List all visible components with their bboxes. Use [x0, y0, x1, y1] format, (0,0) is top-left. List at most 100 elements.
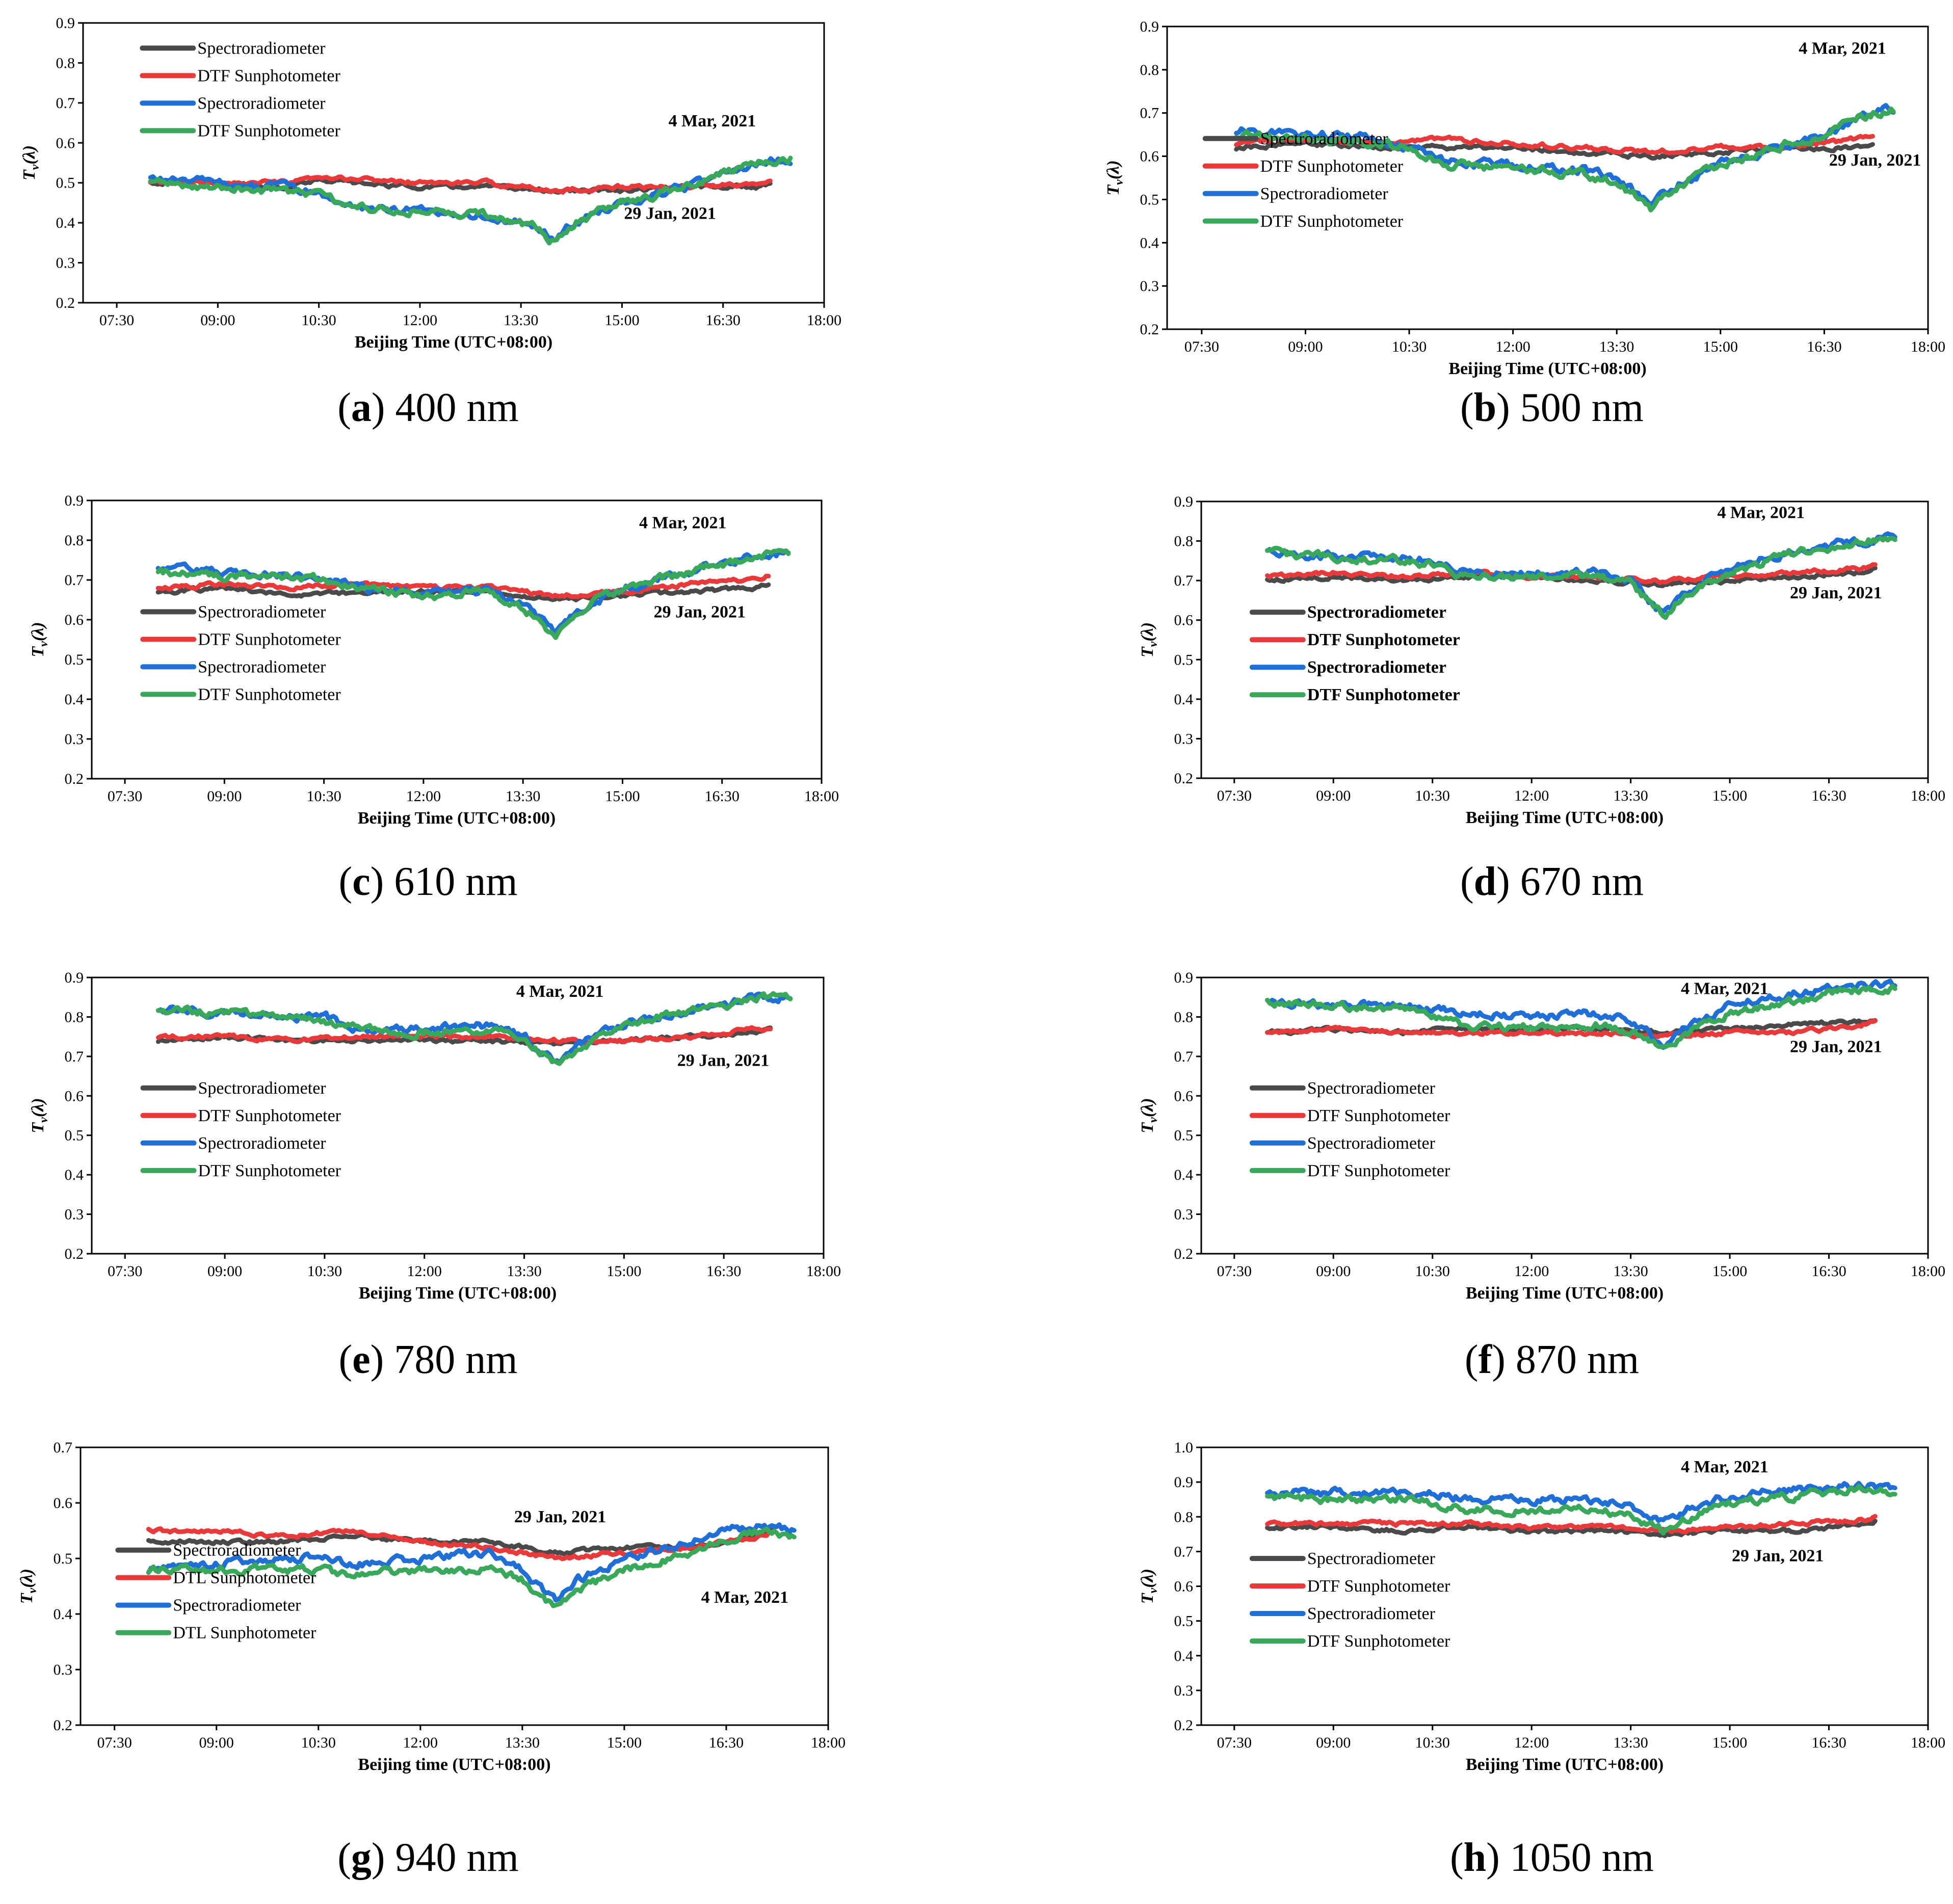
y-tick-label-g-4: 0.6 [54, 1495, 73, 1512]
y-tick-label-h-8: 1.0 [1174, 1439, 1194, 1456]
legend-label-h-1: Spectroradiometer [1307, 1549, 1436, 1568]
x-tick-label-c-2: 10:30 [306, 788, 341, 805]
series-line-h-1 [1265, 1519, 1878, 1539]
y-tick-label-c-0: 0.2 [65, 771, 84, 787]
y-tick-label-b-4: 0.6 [1140, 148, 1159, 165]
series-line-d-2 [1265, 562, 1878, 585]
legend-label-d-4: DTF Sunphotometer [1307, 685, 1460, 704]
x-tick-label-c-6: 16:30 [705, 788, 740, 805]
y-tick-label-d-0: 0.2 [1174, 770, 1194, 787]
plot-frame-f [1200, 976, 1929, 1255]
legend-label-c-3: Spectroradiometer [198, 657, 326, 676]
caption-paren-open: ( [1460, 385, 1474, 430]
y-axis-label-b: Tv(λ) [1104, 160, 1126, 195]
caption-paren-open: ( [1449, 1835, 1464, 1880]
legend-label-a-3: Spectroradiometer [197, 94, 326, 113]
y-tick-label-d-3: 0.5 [1174, 651, 1194, 668]
legend-label-h-4: DTF Sunphotometer [1307, 1632, 1450, 1651]
series-line-a-3 [148, 156, 793, 243]
chart-panel-c: 0.2 0.3 0.4 0.5 0.6 0.7 0.8 0.9 07:30 09:00 10:30 1… [29, 492, 839, 828]
x-tick-label-c-0: 07:30 [108, 788, 142, 805]
x-tick-label-g-2: 10:30 [301, 1734, 336, 1751]
x-axis-label-h: Beijing Time (UTC+08:00) [1466, 1755, 1664, 1774]
caption-letter: f [1478, 1337, 1492, 1382]
annotation-mar-b: 4 Mar, 2021 [1799, 39, 1886, 58]
series-line-b-4 [1234, 107, 1896, 213]
y-tick-label-f-6: 0.8 [1174, 1009, 1194, 1025]
x-tick-label-c-7: 18:00 [804, 788, 839, 805]
y-tick-label-b-2: 0.4 [1140, 234, 1159, 251]
y-tick-label-h-3: 0.5 [1174, 1613, 1194, 1630]
x-tick-label-b-5: 15:00 [1703, 338, 1738, 355]
y-tick-label-f-7: 0.9 [1174, 969, 1194, 986]
x-axis-label-g: Beijing time (UTC+08:00) [358, 1755, 550, 1774]
caption-wavelength: 1050 nm [1510, 1835, 1654, 1880]
caption-paren-close: ) [1496, 859, 1520, 904]
caption-wavelength: 670 nm [1520, 859, 1644, 904]
x-tick-label-b-1: 09:00 [1288, 338, 1323, 355]
caption-letter: c [352, 859, 371, 904]
y-tick-label-c-6: 0.8 [65, 532, 84, 549]
caption-paren-close: ) [1492, 1337, 1516, 1382]
caption-paren-open: ( [337, 1835, 351, 1880]
series-line-a-4 [148, 155, 793, 246]
series-line-f-4 [1265, 984, 1897, 1049]
annotation-mar-a: 4 Mar, 2021 [669, 112, 756, 130]
x-tick-label-c-5: 15:00 [605, 788, 640, 805]
annotation-jan-f: 29 Jan, 2021 [1790, 1037, 1882, 1056]
y-tick-label-b-3: 0.5 [1140, 191, 1159, 208]
legend-label-a-2: DTF Sunphotometer [197, 66, 340, 85]
caption-f: (f) 870 nm [1348, 1337, 1756, 1383]
caption-paren-close: ) [371, 1835, 395, 1880]
x-tick-label-a-6: 16:30 [706, 312, 741, 329]
x-tick-label-d-1: 09:00 [1316, 787, 1351, 804]
series-line-g-3 [146, 1522, 797, 1603]
x-tick-label-b-6: 16:30 [1807, 338, 1841, 355]
caption-h: (h) 1050 nm [1348, 1835, 1756, 1881]
x-tick-label-g-7: 18:00 [811, 1734, 846, 1751]
x-tick-label-h-6: 16:30 [1811, 1734, 1846, 1751]
x-tick-label-b-7: 18:00 [1911, 338, 1945, 355]
series-line-g-4 [146, 1526, 797, 1608]
y-tick-label-c-4: 0.6 [65, 612, 84, 628]
x-tick-label-g-1: 09:00 [199, 1734, 234, 1751]
x-tick-label-h-5: 15:00 [1712, 1734, 1747, 1751]
caption-paren-close: ) [371, 385, 395, 430]
x-tick-label-e-2: 10:30 [307, 1263, 342, 1280]
y-tick-label-h-5: 0.7 [1174, 1543, 1194, 1560]
y-tick-label-a-5: 0.7 [56, 95, 75, 112]
y-tick-label-f-2: 0.4 [1174, 1167, 1194, 1183]
x-tick-label-e-4: 13:30 [507, 1263, 541, 1280]
x-tick-label-f-7: 18:00 [1911, 1263, 1945, 1280]
legend-label-c-2: DTF Sunphotometer [198, 630, 341, 649]
x-tick-label-a-0: 07:30 [99, 312, 134, 329]
x-tick-label-a-7: 18:00 [807, 312, 841, 329]
y-tick-label-e-4: 0.6 [65, 1088, 84, 1104]
annotation-mar-c: 4 Mar, 2021 [639, 514, 727, 533]
y-tick-label-e-0: 0.2 [65, 1246, 84, 1262]
y-axis-label-e: Tv(λ) [29, 1098, 50, 1133]
y-tick-label-c-5: 0.7 [65, 572, 84, 589]
x-tick-label-a-5: 15:00 [604, 312, 639, 329]
annotation-jan-b: 29 Jan, 2021 [1829, 151, 1921, 170]
legend-label-c-4: DTF Sunphotometer [198, 685, 341, 704]
legend-label-b-4: DTF Sunphotometer [1260, 212, 1404, 231]
caption-wavelength: 780 nm [394, 1337, 518, 1382]
legend-label-g-2: DTL Sunphotometer [173, 1569, 316, 1588]
caption-letter: a [351, 385, 372, 430]
x-axis-label-f: Beijing Time (UTC+08:00) [1466, 1284, 1664, 1303]
y-axis-label-g: Tv(λ) [17, 1569, 39, 1604]
x-tick-label-f-3: 12:00 [1514, 1263, 1549, 1280]
x-axis-label-b: Beijing Time (UTC+08:00) [1448, 359, 1646, 378]
legend-label-f-4: DTF Sunphotometer [1307, 1161, 1450, 1180]
x-tick-label-f-0: 07:30 [1217, 1263, 1252, 1280]
x-tick-label-a-4: 13:30 [504, 312, 538, 329]
y-tick-label-h-1: 0.3 [1174, 1682, 1194, 1699]
legend-label-a-4: DTF Sunphotometer [197, 121, 340, 140]
x-tick-label-h-4: 13:30 [1613, 1734, 1648, 1751]
x-tick-label-e-3: 12:00 [407, 1263, 442, 1280]
annotation-mar-h: 4 Mar, 2021 [1681, 1458, 1769, 1476]
series-line-h-4 [1265, 1484, 1897, 1536]
legend-label-h-3: Spectroradiometer [1307, 1604, 1436, 1623]
